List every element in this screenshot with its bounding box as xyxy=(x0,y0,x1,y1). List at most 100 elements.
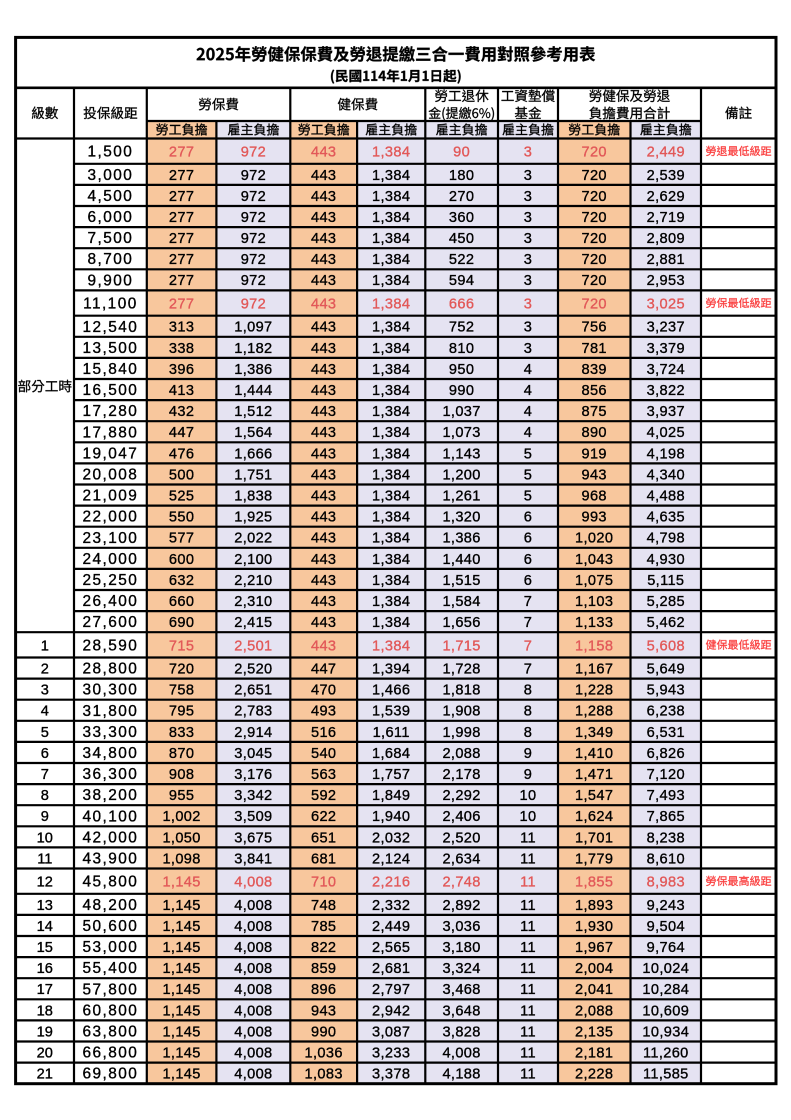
svg-text:1,849: 1,849 xyxy=(372,788,410,804)
svg-text:1,167: 1,167 xyxy=(575,662,613,678)
svg-text:7: 7 xyxy=(41,767,49,783)
svg-text:11,100: 11,100 xyxy=(83,296,138,313)
svg-text:2,332: 2,332 xyxy=(372,898,410,914)
svg-text:13: 13 xyxy=(37,898,53,914)
svg-text:2,135: 2,135 xyxy=(575,1024,613,1040)
svg-text:1,940: 1,940 xyxy=(372,809,410,825)
svg-text:11: 11 xyxy=(520,898,536,914)
svg-text:23,100: 23,100 xyxy=(83,530,139,547)
svg-text:822: 822 xyxy=(311,940,336,956)
svg-text:443: 443 xyxy=(311,594,336,610)
svg-text:990: 990 xyxy=(311,1024,336,1040)
svg-text:2,520: 2,520 xyxy=(234,662,272,678)
svg-text:972: 972 xyxy=(241,273,266,289)
svg-text:8,700: 8,700 xyxy=(88,251,134,268)
svg-text:1,145: 1,145 xyxy=(162,1003,200,1019)
svg-text:972: 972 xyxy=(241,210,266,226)
svg-text:16: 16 xyxy=(37,961,53,977)
svg-text:1,384: 1,384 xyxy=(372,489,410,505)
svg-text:540: 540 xyxy=(311,746,336,762)
svg-text:25,250: 25,250 xyxy=(83,572,139,589)
svg-text:4,798: 4,798 xyxy=(647,531,685,547)
svg-text:24,000: 24,000 xyxy=(83,551,139,568)
svg-text:277: 277 xyxy=(169,273,194,289)
svg-text:26,400: 26,400 xyxy=(83,593,139,610)
svg-text:9: 9 xyxy=(41,809,49,825)
svg-text:3: 3 xyxy=(524,252,532,268)
svg-text:666: 666 xyxy=(449,297,474,313)
svg-text:1,410: 1,410 xyxy=(575,746,613,762)
svg-text:3,036: 3,036 xyxy=(442,919,480,935)
svg-text:22,000: 22,000 xyxy=(83,509,139,526)
svg-text:2,415: 2,415 xyxy=(234,615,272,631)
svg-text:1,384: 1,384 xyxy=(372,615,410,631)
svg-text:972: 972 xyxy=(241,168,266,184)
svg-text:1,384: 1,384 xyxy=(372,573,410,589)
svg-text:1,584: 1,584 xyxy=(442,594,480,610)
svg-text:493: 493 xyxy=(311,704,336,720)
svg-text:1,384: 1,384 xyxy=(372,404,410,420)
svg-text:4,008: 4,008 xyxy=(234,940,272,956)
svg-text:443: 443 xyxy=(311,446,336,462)
svg-text:1,145: 1,145 xyxy=(162,940,200,956)
svg-text:11: 11 xyxy=(520,1046,536,1062)
svg-text:4,488: 4,488 xyxy=(647,489,685,505)
svg-text:4,008: 4,008 xyxy=(234,1067,272,1083)
svg-text:720: 720 xyxy=(581,210,606,226)
svg-text:756: 756 xyxy=(581,320,606,336)
svg-text:413: 413 xyxy=(169,383,194,399)
svg-text:1,200: 1,200 xyxy=(442,467,480,483)
svg-text:30,300: 30,300 xyxy=(83,682,139,699)
svg-text:8,983: 8,983 xyxy=(647,875,685,891)
svg-text:48,200: 48,200 xyxy=(83,897,139,914)
svg-text:8: 8 xyxy=(524,683,532,699)
svg-text:2,216: 2,216 xyxy=(372,875,410,891)
svg-text:443: 443 xyxy=(311,252,336,268)
svg-text:11,585: 11,585 xyxy=(643,1067,689,1083)
svg-text:19,047: 19,047 xyxy=(83,445,139,462)
svg-text:10,024: 10,024 xyxy=(642,961,689,977)
svg-text:4,008: 4,008 xyxy=(234,1003,272,1019)
svg-text:447: 447 xyxy=(169,425,194,441)
svg-text:1,288: 1,288 xyxy=(575,704,613,720)
svg-text:1,751: 1,751 xyxy=(234,467,272,483)
svg-text:3,180: 3,180 xyxy=(442,940,480,956)
svg-text:90: 90 xyxy=(453,145,470,161)
svg-text:1,611: 1,611 xyxy=(373,725,410,741)
svg-text:1,384: 1,384 xyxy=(372,168,410,184)
svg-text:919: 919 xyxy=(581,446,606,462)
svg-text:3: 3 xyxy=(524,210,532,226)
svg-text:277: 277 xyxy=(169,252,194,268)
svg-text:715: 715 xyxy=(169,638,194,654)
svg-text:11: 11 xyxy=(520,1067,536,1083)
svg-text:1,384: 1,384 xyxy=(372,210,410,226)
svg-text:9,764: 9,764 xyxy=(647,940,685,956)
svg-text:9: 9 xyxy=(524,767,532,783)
svg-text:594: 594 xyxy=(449,273,474,289)
svg-text:3,724: 3,724 xyxy=(647,362,685,378)
svg-text:3,379: 3,379 xyxy=(647,341,685,357)
svg-text:3,025: 3,025 xyxy=(647,297,685,313)
svg-text:522: 522 xyxy=(449,252,474,268)
svg-text:8: 8 xyxy=(524,704,532,720)
svg-text:443: 443 xyxy=(311,320,336,336)
svg-text:3,828: 3,828 xyxy=(442,1024,480,1040)
svg-text:6: 6 xyxy=(524,531,532,547)
svg-text:1,075: 1,075 xyxy=(575,573,613,589)
svg-text:1,145: 1,145 xyxy=(162,1046,200,1062)
svg-text:1,757: 1,757 xyxy=(372,767,410,783)
svg-text:4,008: 4,008 xyxy=(234,1024,272,1040)
svg-text:8: 8 xyxy=(41,788,49,804)
svg-text:3: 3 xyxy=(524,297,532,313)
svg-text:3,509: 3,509 xyxy=(234,809,272,825)
svg-text:810: 810 xyxy=(449,341,474,357)
svg-text:443: 443 xyxy=(311,273,336,289)
svg-text:1,158: 1,158 xyxy=(575,638,613,654)
svg-text:6,238: 6,238 xyxy=(647,704,685,720)
svg-text:5: 5 xyxy=(524,489,532,505)
svg-text:4,340: 4,340 xyxy=(647,467,685,483)
svg-text:4,188: 4,188 xyxy=(442,1067,480,1083)
svg-text:5,285: 5,285 xyxy=(647,594,685,610)
svg-text:9,504: 9,504 xyxy=(647,919,685,935)
svg-text:1,384: 1,384 xyxy=(372,273,410,289)
